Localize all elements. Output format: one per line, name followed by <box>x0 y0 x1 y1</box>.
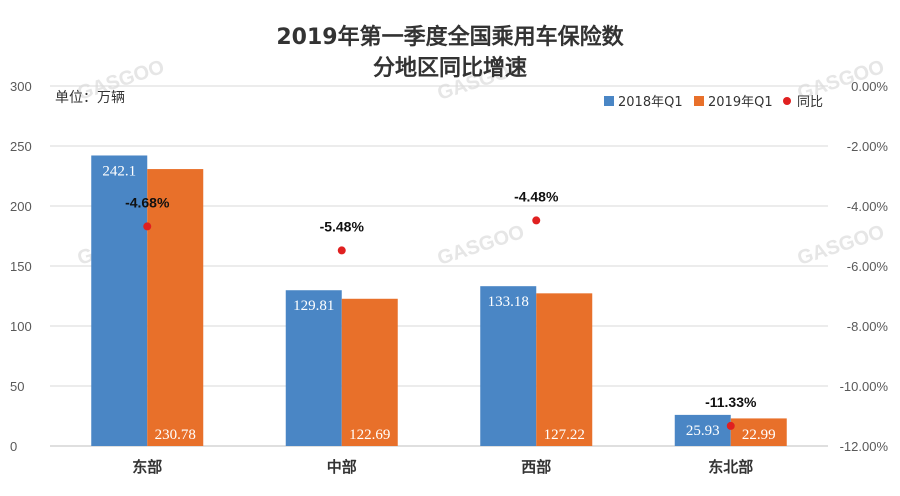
legend: 2018年Q1 2019年Q1 同比 <box>604 95 823 110</box>
bar-2019-3 <box>730 418 787 446</box>
legend-marker-yoy <box>783 97 791 105</box>
y-left-tick-label: 200 <box>10 199 32 214</box>
category-labels: 东部 中部 西部 东北部 <box>132 458 753 476</box>
y-right-tick-label: -8.00% <box>847 319 889 334</box>
y-left-tick-label: 0 <box>10 439 17 454</box>
category-label: 中部 <box>327 458 357 476</box>
yoy-point-3 <box>726 421 735 430</box>
bar-value-label: 129.81 <box>293 298 334 314</box>
yoy-point-0 <box>143 222 152 231</box>
bar-2019-2 <box>536 293 593 446</box>
y-left-tick-label: 100 <box>10 319 32 334</box>
legend-label-2018: 2018年Q1 <box>618 95 683 110</box>
chart-title-line2: 分地区同比增速 <box>373 55 527 81</box>
y-left-tick-label: 250 <box>10 139 32 154</box>
bar-value-label: 230.78 <box>155 427 196 443</box>
watermark-3: GASGOO <box>435 221 527 270</box>
legend-label-2019: 2019年Q1 <box>708 95 773 110</box>
yoy-value-label: -11.33% <box>705 394 757 410</box>
unit-label: 单位：万辆 <box>55 90 125 106</box>
yoy-value-label: -4.48% <box>514 188 559 204</box>
yoy-point-2 <box>532 216 541 225</box>
y-right-tick-label: -6.00% <box>847 259 889 274</box>
category-label: 东北部 <box>708 458 753 476</box>
bar-value-label: 22.99 <box>742 427 776 443</box>
y-left-tick-label: 300 <box>10 79 32 94</box>
y-left-tick-label: 150 <box>10 259 32 274</box>
bar-2018-2 <box>480 286 537 446</box>
axis-ticks: 0 50 100 150 200 250 300 0.00% -2.00% -4.00% -6.00… <box>10 79 888 454</box>
bar-2019-1 <box>341 298 398 446</box>
yoy-value-label: -4.68% <box>125 194 170 210</box>
bar-value-label: 25.93 <box>686 423 720 439</box>
legend-swatch-2019 <box>694 96 704 106</box>
scatter-points: -4.68% -5.48% -4.48% -11.33% <box>125 188 757 430</box>
y-right-tick-label: -10.00% <box>840 379 889 394</box>
y-left-tick-label: 50 <box>10 379 24 394</box>
category-label: 西部 <box>521 458 551 476</box>
y-right-tick-label: -12.00% <box>840 439 889 454</box>
category-label: 东部 <box>132 458 162 476</box>
yoy-point-1 <box>337 246 346 255</box>
bar-2018-0 <box>91 155 148 447</box>
bar-2019-0 <box>147 169 204 446</box>
bar-2018-3 <box>674 414 731 446</box>
bar-value-label: 242.1 <box>102 163 136 179</box>
legend-label-yoy: 同比 <box>797 95 823 110</box>
y-right-tick-label: -4.00% <box>847 199 889 214</box>
chart-title-line1: 2019年第一季度全国乘用车保险数 <box>276 24 624 50</box>
y-right-tick-label: 0.00% <box>851 79 888 94</box>
bar-2018-1 <box>285 290 342 446</box>
bar-value-label: 127.22 <box>544 427 585 443</box>
y-right-tick-label: -2.00% <box>847 139 889 154</box>
bar-value-label: 133.18 <box>488 294 529 310</box>
yoy-value-label: -5.48% <box>320 218 365 234</box>
legend-swatch-2018 <box>604 96 614 106</box>
bars: 242.1 230.78 129.81 122.69 133.18 127.22 25.93… <box>91 155 787 447</box>
bar-value-label: 122.69 <box>349 427 390 443</box>
